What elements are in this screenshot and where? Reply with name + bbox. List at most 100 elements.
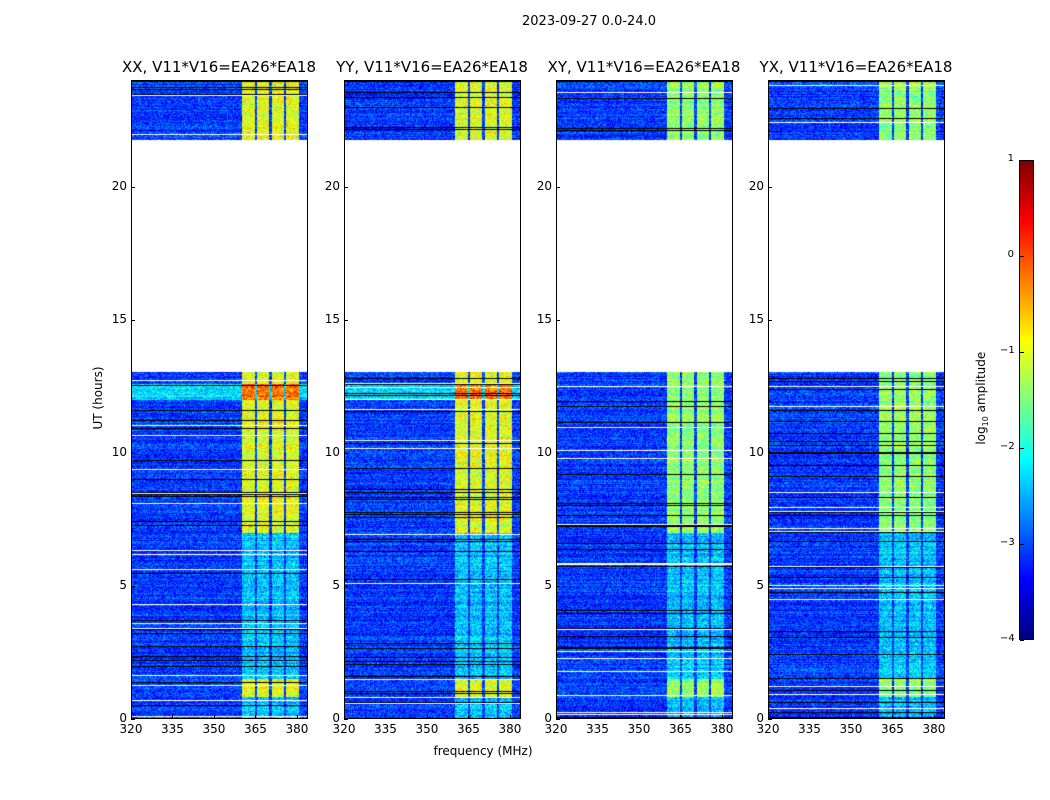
x-tick-label: 320 <box>544 722 568 736</box>
y-tick-label: 5 <box>756 577 764 592</box>
x-tick-label: 365 <box>457 722 480 736</box>
colorbar-tick-label: −3 <box>1000 537 1015 548</box>
x-tick-label: 380 <box>498 722 522 736</box>
y-tick-label: 10 <box>324 444 340 459</box>
colorbar-tick-label: −1 <box>1000 345 1015 356</box>
y-tick-mark <box>344 319 348 321</box>
y-tick-label: 20 <box>748 178 764 193</box>
x-tick-mark <box>721 715 723 719</box>
x-tick-label: 380 <box>710 722 734 736</box>
spectrogram-panel-0 <box>131 80 308 719</box>
y-tick-mark <box>768 585 772 587</box>
x-tick-mark <box>131 715 132 719</box>
x-tick-label: 335 <box>798 722 821 736</box>
y-tick-mark <box>556 319 560 321</box>
x-tick-label: 380 <box>922 722 946 736</box>
x-tick-mark <box>892 715 894 719</box>
y-tick-mark <box>131 319 135 321</box>
y-tick-mark <box>556 719 560 720</box>
y-tick-label: 15 <box>324 311 340 326</box>
x-tick-mark <box>468 715 470 719</box>
x-tick-label: 320 <box>756 722 780 736</box>
x-tick-mark <box>509 715 511 719</box>
x-tick-label: 350 <box>202 722 226 736</box>
x-tick-mark <box>680 715 682 719</box>
colorbar-tick-mark <box>1020 256 1024 257</box>
y-tick-mark <box>131 585 135 587</box>
x-tick-label: 335 <box>586 722 609 736</box>
x-tick-label: 380 <box>285 722 309 736</box>
x-tick-mark <box>426 715 428 719</box>
y-tick-mark <box>556 452 560 454</box>
y-tick-mark <box>768 719 772 720</box>
x-tick-mark <box>933 715 935 719</box>
y-tick-label: 0 <box>119 711 127 725</box>
y-tick-label: 15 <box>748 311 764 326</box>
x-tick-label: 335 <box>374 722 397 736</box>
spectrogram-image <box>769 81 944 718</box>
x-tick-label: 350 <box>839 722 863 736</box>
figure-title: 2023-09-27 0.0-24.0 <box>522 14 656 29</box>
y-tick-label: 0 <box>332 711 340 725</box>
spectrogram-panel-2 <box>556 80 733 719</box>
x-tick-label: 320 <box>119 722 143 736</box>
x-tick-mark <box>597 715 599 719</box>
y-tick-label: 20 <box>324 178 340 193</box>
x-tick-mark <box>172 715 174 719</box>
x-tick-mark <box>255 715 257 719</box>
y-tick-mark <box>768 186 772 188</box>
y-tick-label: 10 <box>111 444 127 459</box>
colorbar-tick-mark <box>1020 448 1024 449</box>
x-tick-mark <box>638 715 640 719</box>
colorbar-tick-label: 1 <box>1007 153 1014 164</box>
x-tick-mark <box>344 715 345 719</box>
y-tick-label: 20 <box>536 178 552 193</box>
colorbar-tick-label: 0 <box>1007 249 1014 260</box>
x-tick-label: 320 <box>332 722 356 736</box>
y-tick-mark <box>556 186 560 188</box>
x-axis-label: frequency (MHz) <box>433 744 533 758</box>
x-tick-mark <box>556 715 557 719</box>
y-tick-mark <box>131 186 135 188</box>
colorbar-tick-label: −2 <box>1000 441 1015 452</box>
spectrogram-panel-3 <box>768 80 945 719</box>
y-tick-mark <box>131 719 135 720</box>
colorbar-label: log10 amplitude <box>973 351 991 445</box>
y-tick-label: 0 <box>544 711 552 725</box>
spectrogram-panel-1 <box>344 80 521 719</box>
x-tick-mark <box>809 715 811 719</box>
spectrogram-image <box>557 81 732 718</box>
y-tick-mark <box>556 585 560 587</box>
y-tick-label: 5 <box>332 577 340 592</box>
x-tick-mark <box>296 715 298 719</box>
colorbar-tick-mark <box>1020 640 1024 641</box>
y-tick-mark <box>768 452 772 454</box>
colorbar-tick-mark <box>1020 160 1024 161</box>
y-tick-mark <box>344 452 348 454</box>
y-tick-label: 10 <box>748 444 764 459</box>
panel-title: YY, V11*V16=EA26*EA18 <box>336 58 528 76</box>
spectrogram-image <box>345 81 520 718</box>
y-tick-label: 15 <box>536 311 552 326</box>
panel-title: YX, V11*V16=EA26*EA18 <box>759 58 953 76</box>
x-tick-label: 365 <box>244 722 267 736</box>
x-tick-label: 350 <box>627 722 651 736</box>
x-tick-label: 365 <box>669 722 692 736</box>
y-tick-label: 15 <box>111 311 127 326</box>
y-tick-label: 10 <box>536 444 552 459</box>
x-tick-mark <box>768 715 769 719</box>
x-tick-mark <box>213 715 215 719</box>
y-tick-label: 5 <box>544 577 552 592</box>
x-tick-label: 335 <box>161 722 184 736</box>
y-tick-mark <box>344 585 348 587</box>
y-tick-mark <box>768 319 772 321</box>
y-tick-mark <box>344 719 348 720</box>
y-axis-label: UT (hours) <box>91 366 105 430</box>
y-tick-label: 5 <box>119 577 127 592</box>
colorbar-tick-mark <box>1020 352 1024 353</box>
colorbar <box>1019 160 1034 640</box>
colorbar-tick-label: −4 <box>1000 633 1015 644</box>
y-tick-label: 0 <box>756 711 764 725</box>
x-tick-label: 365 <box>881 722 904 736</box>
